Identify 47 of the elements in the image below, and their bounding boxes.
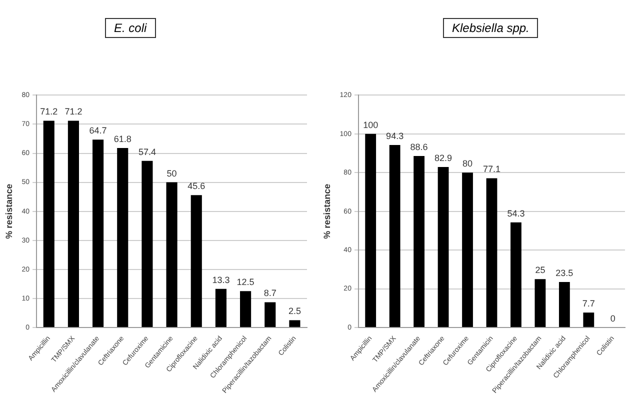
bar (264, 302, 276, 327)
data-label: 100 (363, 120, 378, 130)
bar (486, 178, 498, 327)
bar (510, 222, 522, 327)
data-label: 94.3 (386, 130, 404, 141)
data-label: 13.3 (212, 274, 230, 285)
bar (190, 195, 202, 327)
data-label: 12.5 (236, 277, 254, 288)
data-label: 88.6 (410, 142, 428, 152)
data-label: 71.2 (64, 106, 82, 117)
bar (462, 172, 473, 327)
data-label: 57.4 (138, 146, 156, 157)
data-label: 7.7 (582, 298, 595, 309)
bar (558, 282, 570, 327)
data-label: 0 (610, 313, 616, 324)
bar (92, 140, 104, 327)
y-axis-title: % resistance (4, 184, 14, 239)
bar (117, 148, 128, 327)
data-label: 8.7 (264, 288, 276, 298)
bar (142, 160, 153, 327)
y-axis-title: % resistance (322, 184, 332, 239)
bar (166, 182, 178, 327)
bar (68, 120, 79, 327)
data-label: 23.5 (556, 268, 574, 278)
data-label: 54.3 (507, 208, 525, 218)
bar (534, 279, 546, 327)
data-label: 61.8 (114, 134, 132, 144)
bar (583, 312, 594, 327)
bar (365, 134, 376, 327)
data-label: 82.9 (434, 152, 452, 163)
bar (43, 120, 54, 327)
bar (389, 144, 400, 327)
data-label: 80 (462, 158, 473, 169)
bar (289, 320, 300, 327)
data-label: 25 (535, 265, 546, 276)
data-label: 77.1 (482, 164, 501, 174)
chart-title: Klebsiella spp. (443, 18, 538, 38)
bar (438, 167, 449, 327)
chart-title: E. coli (105, 18, 156, 38)
bar (240, 291, 252, 327)
data-label: 45.6 (188, 181, 206, 192)
bar (414, 156, 425, 327)
bar (215, 288, 226, 327)
data-label: 71.2 (40, 106, 58, 117)
data-label: 50 (166, 168, 177, 178)
data-label: 2.5 (288, 306, 301, 316)
data-label: 64.7 (89, 126, 107, 136)
